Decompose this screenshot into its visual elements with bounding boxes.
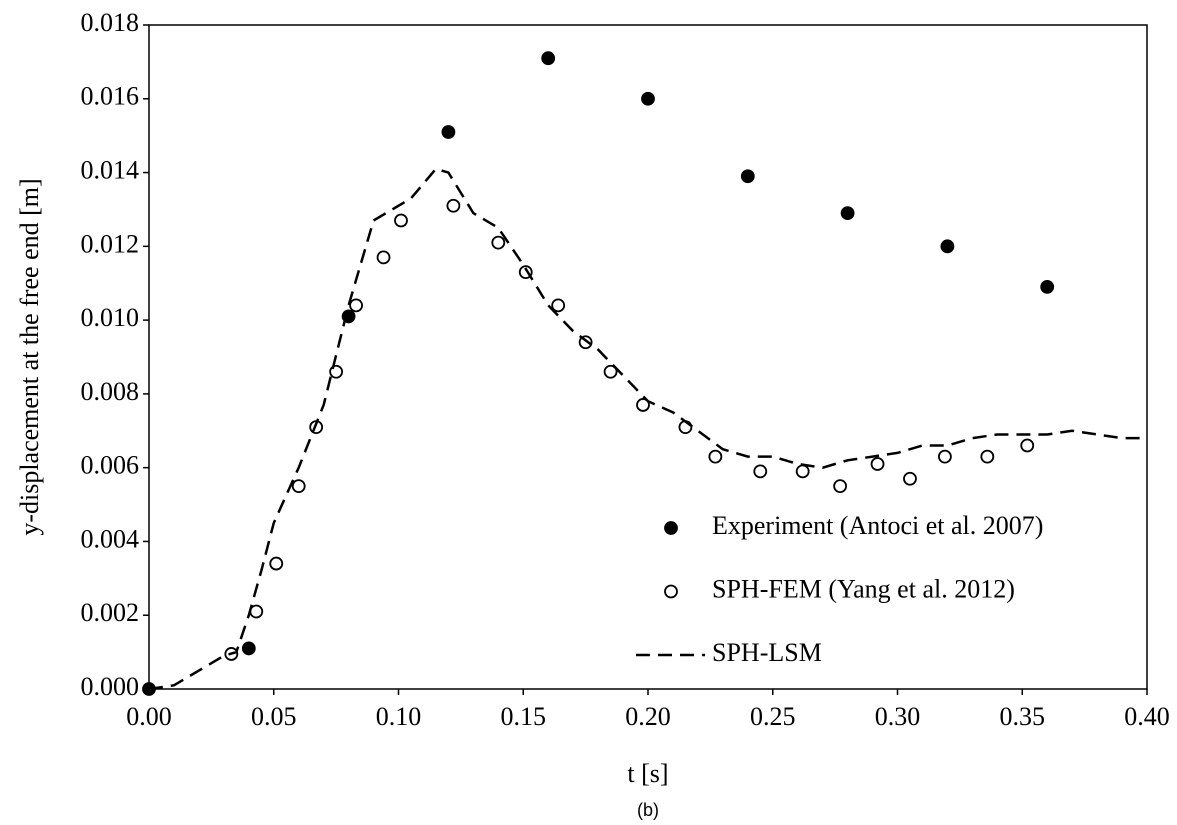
marker	[376, 250, 391, 265]
x-tick-label: 0.10	[376, 702, 422, 731]
y-tick-label: 0.004	[81, 524, 140, 553]
y-tick-label: 0.012	[81, 229, 140, 258]
y-axis-label: y-displacement at the free end [m]	[15, 178, 44, 535]
y-tick-label: 0.008	[81, 377, 140, 406]
x-tick-label: 0.05	[251, 702, 297, 731]
legend-label: Experiment (Antoci et al. 2007)	[712, 511, 1043, 540]
marker	[833, 479, 848, 494]
marker	[269, 556, 284, 571]
legend-marker	[664, 521, 678, 535]
x-tick-label: 0.35	[1000, 702, 1046, 731]
y-tick-label: 0.014	[81, 156, 140, 185]
marker	[903, 471, 917, 486]
marker	[349, 298, 363, 313]
x-tick-label: 0.40	[1124, 702, 1170, 731]
marker	[291, 479, 306, 494]
caption: (b)	[637, 800, 659, 820]
marker	[446, 198, 461, 213]
marker	[940, 239, 955, 254]
marker	[541, 51, 556, 66]
y-tick-label: 0.018	[81, 8, 140, 37]
y-tick-label: 0.006	[81, 451, 140, 480]
marker	[938, 449, 952, 464]
marker	[636, 398, 650, 412]
y-tick-label: 0.010	[81, 303, 140, 332]
legend-label: SPH-FEM (Yang et al. 2012)	[712, 574, 1015, 603]
y-tick-label: 0.002	[81, 598, 140, 627]
x-tick-label: 0.30	[875, 702, 921, 731]
marker	[603, 364, 618, 379]
marker	[870, 457, 885, 471]
y-tick-label: 0.016	[81, 82, 140, 111]
marker	[1020, 438, 1035, 453]
marker	[753, 464, 768, 479]
legend-label: SPH-LSM	[712, 638, 822, 667]
marker	[840, 206, 855, 221]
line	[148, 167, 1147, 691]
marker	[795, 464, 810, 479]
x-tick-label: 0.25	[750, 702, 796, 731]
marker	[641, 91, 655, 106]
marker	[740, 169, 755, 184]
x-axis-label: t [s]	[627, 759, 668, 788]
legend-marker	[664, 584, 678, 599]
x-tick-label: 0.15	[501, 702, 547, 731]
marker	[708, 449, 723, 464]
marker	[551, 298, 566, 313]
marker	[241, 641, 256, 656]
marker	[394, 213, 408, 228]
y-tick-label: 0.000	[81, 672, 140, 701]
marker	[441, 125, 456, 139]
x-tick-label: 0.20	[625, 702, 671, 731]
x-tick-label: 0.00	[126, 702, 172, 731]
marker	[980, 449, 995, 464]
marker	[491, 235, 506, 250]
marker	[1040, 280, 1055, 294]
